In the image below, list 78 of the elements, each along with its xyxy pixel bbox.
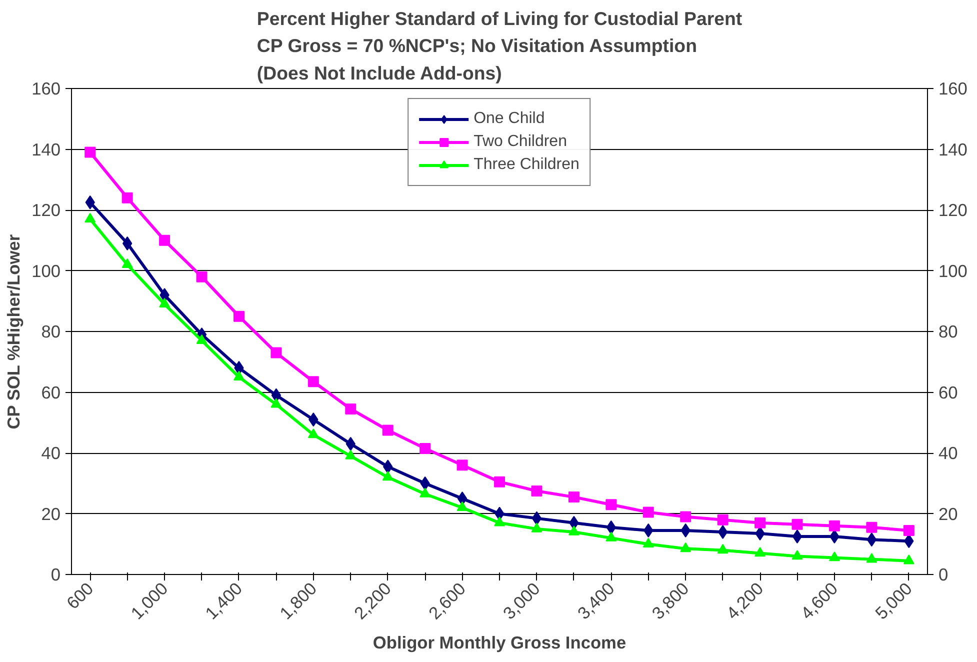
point (420, 442, 431, 454)
point (568, 526, 580, 536)
y-tick-label: 120 (32, 200, 61, 220)
legend-label: One Child (474, 110, 545, 128)
point (754, 517, 766, 528)
point (717, 514, 728, 526)
y-tick-label: 100 (32, 260, 61, 281)
x-tick-label: 600 (62, 578, 98, 614)
y2-tick-label: 60 (938, 382, 958, 402)
y-tick-label: 60 (41, 382, 61, 402)
point (828, 552, 840, 562)
point (532, 511, 542, 526)
point (233, 370, 244, 380)
point (866, 522, 878, 533)
point (456, 501, 468, 512)
point (531, 485, 542, 496)
point (568, 492, 580, 503)
point (606, 532, 617, 542)
point (792, 550, 803, 560)
point (828, 520, 840, 532)
y2-tick-label: 0 (938, 564, 948, 584)
y2-tick-label: 80 (938, 322, 958, 342)
point (122, 236, 132, 250)
point (680, 511, 692, 522)
point (754, 546, 766, 557)
point (866, 532, 877, 547)
y2-tick-label: 160 (938, 78, 968, 98)
y2-tick-label: 120 (938, 200, 968, 220)
y-tick-label: 80 (41, 322, 61, 342)
y-tick-label: 0 (50, 564, 61, 584)
y-tick-label: 20 (41, 504, 61, 524)
point (122, 192, 133, 204)
point (159, 234, 170, 246)
point (680, 542, 692, 552)
y-tick-label: 140 (32, 139, 61, 160)
y2-tick-label: 140 (938, 139, 968, 160)
point (84, 212, 96, 222)
point (382, 471, 394, 481)
legend-label: Two Children (474, 133, 567, 151)
point (196, 334, 208, 344)
point (494, 476, 505, 488)
point (606, 499, 617, 510)
y2-tick-label: 20 (938, 504, 958, 524)
x-axis-title: Obligor Monthly Gross Income (372, 632, 626, 653)
y-tick-label: 160 (32, 78, 61, 98)
point (382, 424, 394, 436)
point (792, 518, 803, 530)
point (642, 538, 654, 548)
point (420, 488, 431, 498)
legend-label: Three Children (474, 156, 580, 174)
point (866, 553, 878, 563)
point (345, 403, 356, 414)
y2-tick-label: 100 (938, 260, 968, 281)
point (457, 492, 468, 506)
y-tick-label: 40 (41, 443, 61, 463)
point (270, 347, 282, 358)
y2-tick-label: 40 (938, 443, 958, 463)
point (270, 398, 282, 408)
point (84, 146, 96, 158)
point (903, 524, 914, 536)
point (456, 460, 468, 471)
y-axis-title: CP SOL %Higher/Lower (4, 234, 24, 430)
point (233, 310, 244, 322)
point (345, 450, 356, 460)
point (196, 271, 208, 282)
point (159, 298, 170, 308)
point (122, 258, 133, 268)
point (271, 388, 282, 402)
chart-title: Percent Higher Standard of Living for Custodial Parent CP Gross = 70 %NCP's; No Visitation Assumption (Does Not Include Add-ons) (256, 8, 742, 84)
point (718, 524, 728, 539)
point (494, 516, 505, 526)
point (792, 530, 802, 544)
point (642, 506, 654, 518)
point (308, 376, 319, 388)
point (903, 554, 914, 564)
point (717, 544, 728, 554)
point (531, 522, 542, 532)
point (308, 428, 319, 438)
